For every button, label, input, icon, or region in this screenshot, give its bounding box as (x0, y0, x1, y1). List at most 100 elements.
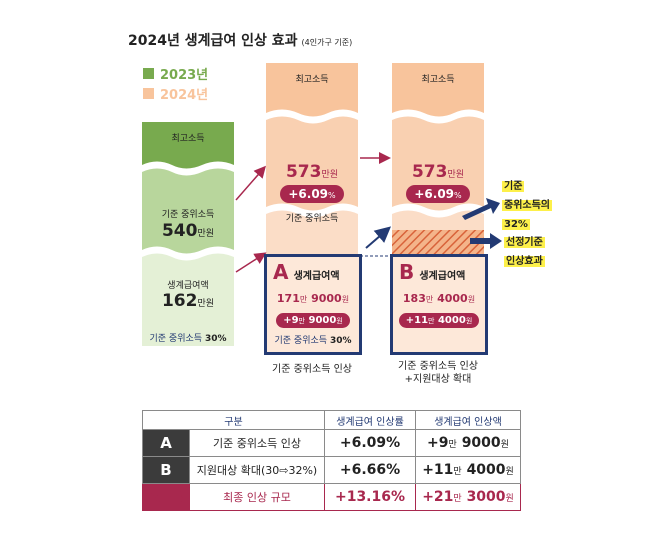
value-2023-median-unit: 만원 (197, 229, 215, 239)
box-b-amount-man: 183 (402, 292, 426, 305)
box-b-increase-unit2: 원 (465, 317, 473, 325)
callout-effect-line2: 인상효과 (504, 256, 545, 267)
row-b-amount-man: +11 (422, 462, 454, 478)
callout-median-line1: 기준 (502, 181, 525, 192)
box-b-increase: +11만 4000원 (393, 308, 485, 328)
table-header: 구분 생계급여 인상률 생계급여 인상액 (142, 410, 521, 430)
box-a-increase-man: +9 (283, 315, 299, 326)
title-text: 2024년 생계급여 인상 효과 (128, 33, 298, 49)
row-ab-amount: +21만 3000원 (415, 483, 521, 511)
row-a-rate: +6.09% (324, 429, 416, 457)
value-2023-median-num: 540 (161, 221, 198, 241)
callout-median-line3: 32% (502, 219, 530, 230)
table-row: A+B 최종 인상 규모 +13.16% +21만 3000원 (142, 483, 521, 511)
arrow-a-to-b-expansion (365, 226, 392, 249)
pill-a-increase-num: +6.09 (288, 187, 329, 201)
callout-arrow-median (462, 198, 500, 220)
legend-2024: 2024년 (143, 84, 208, 103)
column-2024-a (266, 63, 358, 257)
legend-swatch-2024 (143, 88, 154, 99)
caption-a: 기준 중위소득 인상 (272, 364, 352, 375)
box-a-rate-label: 기준 중위소득 (274, 336, 328, 346)
legend-2023: 2023년 (143, 64, 208, 83)
row-b-amount: +11만 4000원 (415, 456, 521, 484)
header-amount: 생계급여 인상액 (415, 410, 521, 430)
row-a-unit-won: 원 (500, 440, 509, 450)
column-2023 (142, 122, 234, 346)
label-b-top: 최고소득 (421, 75, 455, 85)
row-ab-unit-man: 만 (453, 494, 462, 504)
box-a-amount-man: 171 (276, 292, 300, 305)
box-a-amount-unit1: 만 (299, 295, 308, 304)
row-a-amount: +9만 9000원 (415, 429, 521, 457)
page-title: 2024년 생계급여 인상 효과 (4인가구 기준) (128, 30, 352, 50)
table-row: B 지원대상 확대(30⇨32%) +6.66% +11만 4000원 (142, 456, 521, 484)
box-b-increase-man: +11 (405, 315, 429, 326)
value-a-median: 573만원 (266, 162, 358, 182)
box-a-amount: 171만 9000원 (267, 292, 359, 305)
row-a-desc: 기준 중위소득 인상 (189, 429, 325, 457)
rate-2023-label: 기준 중위소득 (149, 334, 203, 344)
box-a-rate-value: 30% (329, 336, 352, 346)
box-a-title: 생계급여액 (293, 271, 340, 282)
value-b-median-num: 573 (411, 162, 448, 182)
row-b-desc: 지원대상 확대(30⇨32%) (189, 456, 325, 484)
box-a-increase-unit1: 만 (298, 317, 305, 325)
value-b-median: 573만원 (392, 162, 484, 182)
callout-median: 기준 중위소득의 32% (502, 174, 552, 231)
pill-b-increase-num: +6.09 (414, 187, 455, 201)
value-b-median-unit: 만원 (447, 170, 465, 180)
value-a-median-num: 573 (285, 162, 322, 182)
value-2023-benefit: 162만원 (142, 291, 234, 311)
box-b: B 생계급여액 183만 4000원 +11만 4000원 (390, 254, 488, 355)
box-b-increase-rest: 4000 (437, 315, 466, 326)
row-b-rate: +6.66% (324, 456, 416, 484)
header-category: 구분 (142, 410, 325, 430)
column-2024-b (392, 63, 484, 256)
row-ab-desc: 최종 인상 규모 (189, 483, 325, 511)
label-2023-top: 최고소득 (171, 134, 205, 144)
box-a-rate: 기준 중위소득 30% (267, 333, 359, 346)
row-ab-unit-won: 원 (505, 494, 514, 504)
caption-b: 기준 중위소득 인상 +지원대상 확대 (372, 360, 504, 386)
row-a-key: A (142, 429, 190, 457)
value-2023-benefit-num: 162 (161, 291, 198, 311)
legend-label-2023: 2023년 (160, 68, 209, 83)
header-rate: 생계급여 인상률 (324, 410, 416, 430)
row-ab-rate: +13.16% (324, 483, 416, 511)
legend-label-2024: 2024년 (160, 88, 209, 103)
row-b-unit-won: 원 (505, 467, 514, 477)
value-a-median-unit: 만원 (321, 170, 339, 180)
row-ab-amount-man: +21 (422, 489, 454, 505)
row-a-unit-man: 만 (448, 440, 457, 450)
row-a-amount-rest: 9000 (461, 435, 501, 451)
caption-b-line2: +지원대상 확대 (404, 374, 472, 385)
box-a-amount-unit2: 원 (341, 295, 350, 304)
label-2023-benefit: 생계급여액 (167, 281, 209, 291)
box-a: A 생계급여액 171만 9000원 +9만 9000원 기준 중위소득 30% (264, 254, 362, 355)
arrow-benefit-2023-to-a (235, 252, 267, 273)
box-b-increase-unit1: 만 (428, 317, 435, 325)
summary-table: 구분 생계급여 인상률 생계급여 인상액 A 기준 중위소득 인상 +6.09%… (142, 410, 521, 511)
row-ab-key: A+B (142, 483, 190, 511)
title-note: (4인가구 기준) (301, 38, 353, 47)
box-b-title: 생계급여액 (419, 271, 466, 282)
box-a-increase-rest: 9000 (308, 315, 337, 326)
box-b-letter: B (399, 260, 415, 284)
row-a-amount-man: +9 (427, 435, 449, 451)
row-b-key: B (142, 456, 190, 484)
arrow-median-2023-to-a (235, 165, 266, 201)
table-row: A 기준 중위소득 인상 +6.09% +9만 9000원 (142, 429, 521, 457)
box-a-letter: A (273, 260, 289, 284)
pill-b-increase-unit: % (454, 191, 462, 200)
value-2023-benefit-unit: 만원 (197, 299, 215, 309)
expansion-hatch (392, 230, 484, 256)
box-a-increase-unit2: 원 (336, 317, 343, 325)
box-b-amount-rest: 4000 (437, 292, 468, 305)
row-b-unit-man: 만 (453, 467, 462, 477)
row-b-amount-rest: 4000 (466, 462, 506, 478)
pill-a-increase: +6.09% (266, 183, 358, 203)
label-a-median: 기준 중위소득 (285, 214, 339, 224)
rate-2023: 기준 중위소득 30% (142, 331, 234, 344)
box-b-amount-unit2: 원 (467, 295, 476, 304)
